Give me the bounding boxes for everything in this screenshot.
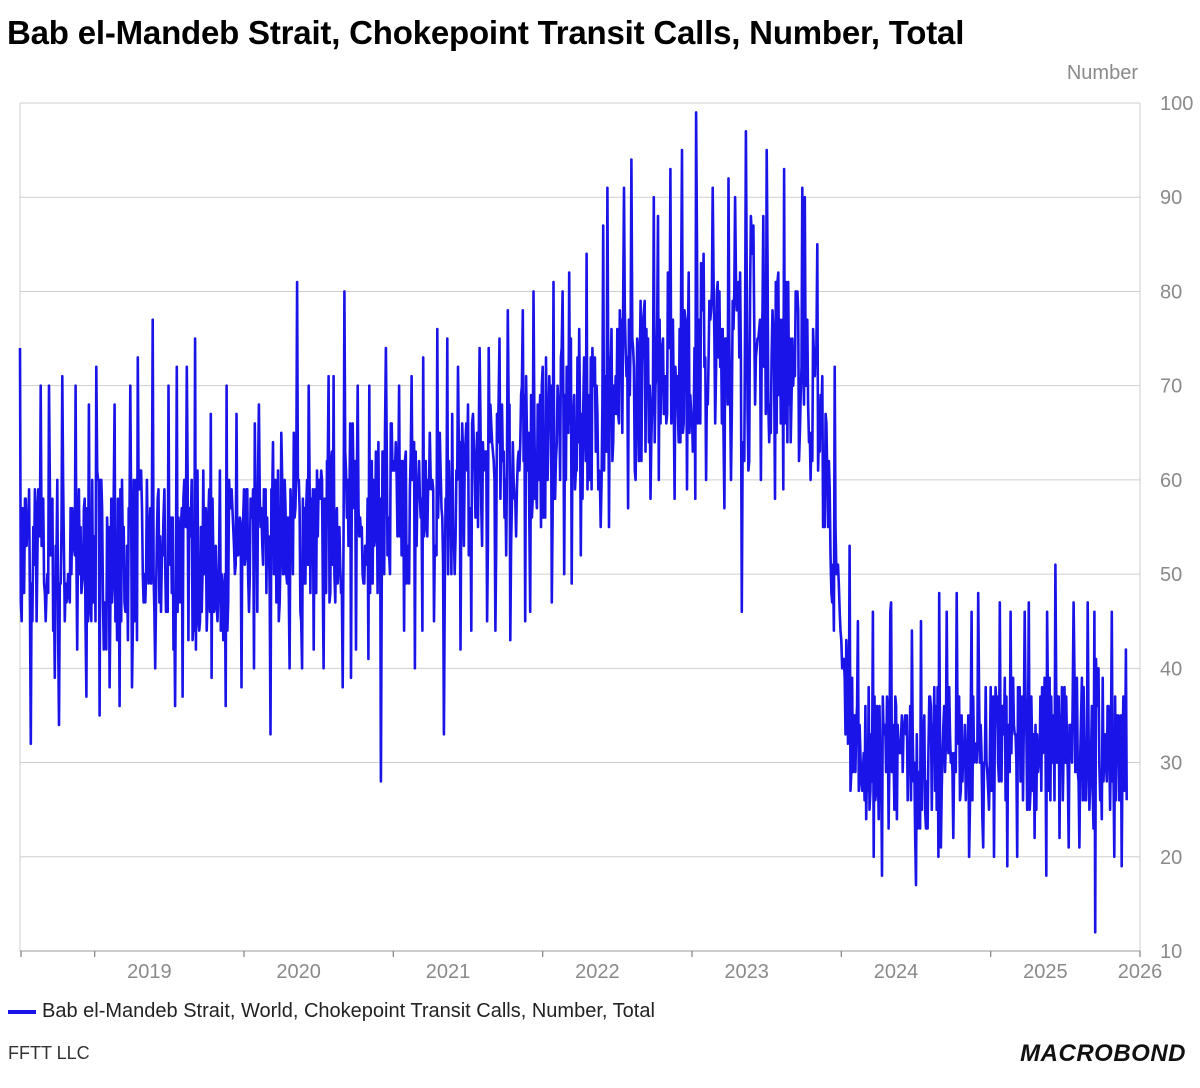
brand-logo: MACROBOND <box>1020 1040 1186 1067</box>
chart-title: Bab el-Mandeb Strait, Chokepoint Transit… <box>7 14 965 51</box>
line-chart: 10 20 30 40 50 60 70 80 90 100 2019 2020 2021 2022 202… <box>18 93 1193 983</box>
legend-line-swatch <box>8 1009 36 1014</box>
y-tick-label: 70 <box>1160 376 1182 398</box>
x-tick-label: 2024 <box>874 961 919 983</box>
x-tick-label: 2023 <box>724 961 769 983</box>
y-tick-label: 20 <box>1160 847 1182 869</box>
y-tick-label: 40 <box>1160 658 1182 680</box>
y-tick-label: 90 <box>1160 187 1182 209</box>
legend-series-label: Bab el-Mandeb Strait, World, Chokepoint … <box>42 1000 655 1022</box>
series-layer <box>18 111 1128 934</box>
x-tick-label: 2025 <box>1023 961 1068 983</box>
y-tick-label: 80 <box>1160 281 1182 303</box>
y-tick-label: 100 <box>1160 93 1193 115</box>
legend: Bab el-Mandeb Strait, World, Chokepoint … <box>8 1000 655 1023</box>
x-tick-label: 2026 <box>1118 961 1163 983</box>
y-tick-label: 10 <box>1160 941 1182 963</box>
x-tick-label: 2022 <box>575 961 620 983</box>
source-label: FFTT LLC <box>8 1043 90 1063</box>
y-tick-label: 50 <box>1160 564 1182 586</box>
series-line <box>18 111 1128 934</box>
y-axis-unit-label: Number <box>1066 62 1138 84</box>
tick-labels: 10 20 30 40 50 60 70 80 90 100 2019 2020 2021 2022 202… <box>127 93 1193 983</box>
x-tick-label: 2019 <box>127 961 172 983</box>
y-tick-label: 60 <box>1160 470 1182 492</box>
x-tick-label: 2020 <box>276 961 321 983</box>
y-tick-label: 30 <box>1160 753 1182 775</box>
x-tick-label: 2021 <box>426 961 471 983</box>
